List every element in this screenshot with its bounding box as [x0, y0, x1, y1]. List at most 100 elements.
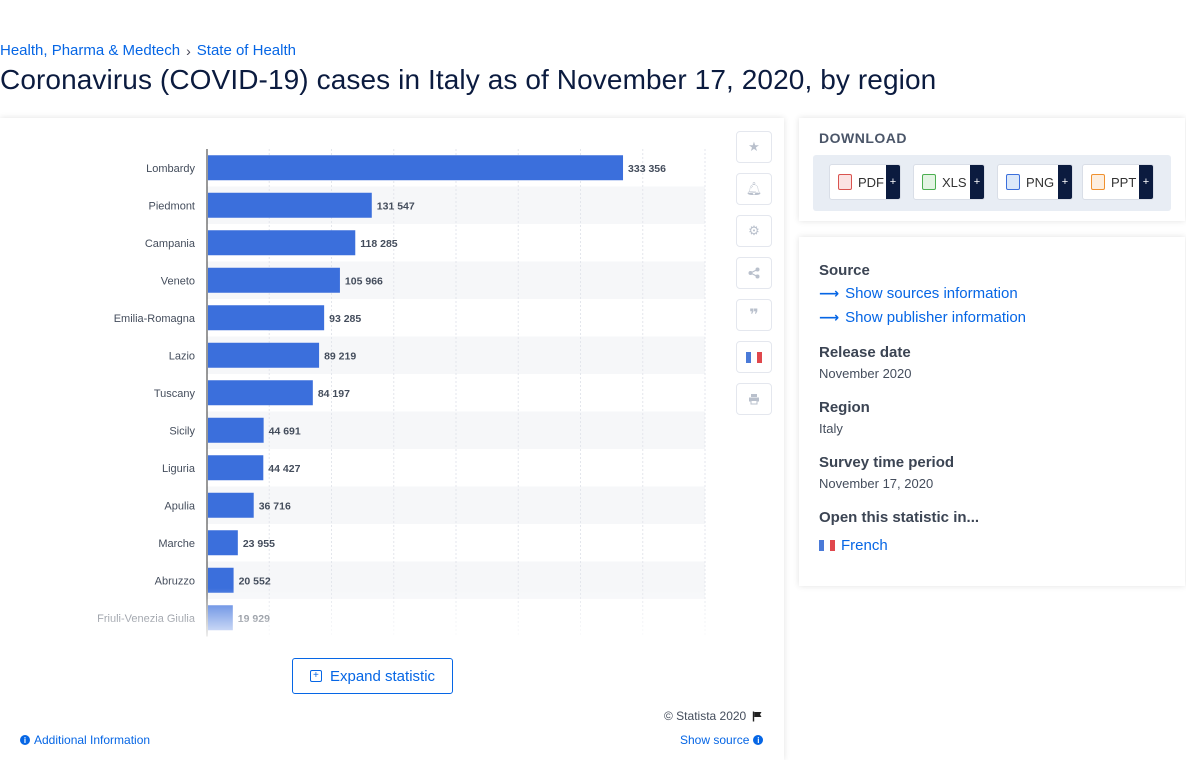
bar-emilia-romagna	[208, 305, 325, 331]
plus-icon: +	[970, 165, 984, 199]
breadcrumb-link-state-of-health[interactable]: State of Health	[196, 42, 296, 59]
data-label: 89 219	[324, 350, 356, 362]
download-pdf-label: PDF	[858, 174, 884, 190]
download-png-button[interactable]: PNG +	[997, 164, 1073, 200]
category-label: Abruzzo	[155, 575, 195, 587]
french-flag-icon	[819, 540, 835, 551]
quote-icon: ❞	[749, 307, 759, 324]
category-label: Emilia-Romagna	[114, 313, 196, 325]
ppt-file-icon	[1091, 174, 1105, 190]
region-value: Italy	[819, 421, 843, 436]
download-button-bar: PDF + XLS + PNG + PPT +	[813, 155, 1171, 211]
data-label: 333 356	[628, 163, 666, 175]
bar-marche	[208, 530, 238, 556]
breadcrumb: Health, Pharma & Medtech › State of Heal…	[0, 42, 296, 59]
print-icon	[749, 394, 759, 405]
data-label: 84 197	[318, 388, 350, 400]
chart-action-toolbar: ★ 🔔︎ ⚙ ❞	[736, 131, 772, 415]
bell-icon: 🔔︎	[745, 181, 763, 196]
png-file-icon	[1006, 174, 1020, 190]
category-label: Sicily	[169, 425, 195, 437]
release-date-value: November 2020	[819, 366, 912, 381]
cite-button[interactable]: ❞	[736, 299, 772, 331]
copyright-notice: © Statista 2020	[664, 709, 763, 723]
data-label: 131 547	[377, 200, 415, 212]
plus-icon: +	[1139, 165, 1153, 199]
category-label: Campania	[145, 238, 196, 250]
data-label: 20 552	[239, 575, 271, 587]
data-label: 44 691	[269, 425, 301, 437]
download-pdf-button[interactable]: PDF +	[829, 164, 901, 200]
plus-icon: +	[886, 165, 900, 199]
show-source-label: Show source	[680, 733, 750, 747]
breadcrumb-link-health[interactable]: Health, Pharma & Medtech	[0, 42, 181, 59]
favorite-button[interactable]: ★	[736, 131, 772, 163]
category-label: Liguria	[162, 463, 196, 475]
bar-campania	[208, 230, 356, 256]
category-label: Veneto	[161, 275, 195, 287]
download-panel: DOWNLOAD PDF + XLS + PNG + PPT +	[799, 118, 1185, 221]
data-label: 44 427	[268, 463, 300, 475]
flag-report-icon[interactable]	[752, 711, 763, 722]
bar-apulia	[208, 492, 254, 518]
bar-chart: Lombardy Piedmont Campania Veneto Emilia-Rom…	[0, 149, 730, 638]
open-statistic-label: Open this statistic in...	[819, 509, 980, 526]
bar-tuscany	[208, 380, 313, 406]
download-xls-button[interactable]: XLS +	[913, 164, 985, 200]
download-png-label: PNG	[1026, 174, 1055, 190]
category-label: Piedmont	[149, 200, 195, 212]
show-publisher-link[interactable]: ⟶ Show publisher information	[819, 309, 1026, 326]
open-in-french-label: French	[841, 537, 888, 554]
plus-icon: +	[1058, 165, 1072, 199]
arrow-right-icon: ⟶	[819, 285, 840, 301]
gear-icon: ⚙	[748, 223, 760, 238]
additional-information-link[interactable]: i Additional Information	[20, 733, 150, 747]
share-button[interactable]	[736, 257, 772, 289]
notification-button[interactable]: 🔔︎	[736, 173, 772, 205]
share-icon	[748, 267, 760, 279]
data-label: 118 285	[360, 238, 398, 250]
page-title: Coronavirus (COVID-19) cases in Italy as…	[0, 64, 937, 95]
expand-icon: +	[309, 670, 322, 682]
open-in-french-link[interactable]: French	[819, 537, 888, 554]
show-sources-label: Show sources information	[845, 285, 1018, 302]
bar-piedmont	[208, 192, 372, 218]
category-label: Marche	[158, 538, 195, 550]
chart-card: Lombardy Piedmont Campania Veneto Emilia-Rom…	[0, 118, 784, 760]
category-label: Lazio	[169, 350, 195, 362]
download-ppt-label: PPT	[1111, 174, 1137, 190]
survey-period-label: Survey time period	[819, 454, 955, 471]
download-title: DOWNLOAD	[819, 130, 907, 146]
category-label: Tuscany	[154, 388, 196, 400]
download-ppt-button[interactable]: PPT +	[1082, 164, 1154, 200]
french-flag-icon	[746, 351, 762, 363]
copyright-text: © Statista 2020	[664, 709, 747, 723]
data-label: 36 716	[259, 500, 291, 512]
breadcrumb-separator: ›	[186, 42, 191, 59]
data-label: 23 955	[243, 538, 275, 550]
data-label: 93 285	[329, 313, 361, 325]
region-label: Region	[819, 399, 870, 416]
settings-button[interactable]: ⚙	[736, 215, 772, 247]
xls-file-icon	[922, 174, 936, 190]
release-date-label: Release date	[819, 344, 911, 361]
download-xls-label: XLS	[942, 174, 967, 190]
language-button[interactable]	[736, 341, 772, 373]
bar-liguria	[208, 455, 264, 481]
survey-period-value: November 17, 2020	[819, 476, 934, 491]
category-label: Lombardy	[146, 163, 195, 175]
expand-statistic-label: Expand statistic	[329, 667, 436, 685]
star-icon: ★	[748, 139, 760, 154]
bar-lazio	[208, 342, 320, 368]
bar-lombardy	[208, 155, 624, 181]
pdf-file-icon	[838, 174, 852, 190]
info-icon: i	[20, 735, 30, 745]
expand-statistic-button[interactable]: + Expand statistic	[292, 658, 453, 694]
show-source-link[interactable]: Show source i	[680, 733, 764, 747]
chart-fade-overlay	[0, 588, 730, 638]
show-sources-link[interactable]: ⟶ Show sources information	[819, 285, 1018, 302]
bar-veneto	[208, 267, 340, 293]
bar-sicily	[208, 417, 264, 443]
print-button[interactable]	[736, 383, 772, 415]
additional-information-label: Additional Information	[34, 733, 151, 747]
